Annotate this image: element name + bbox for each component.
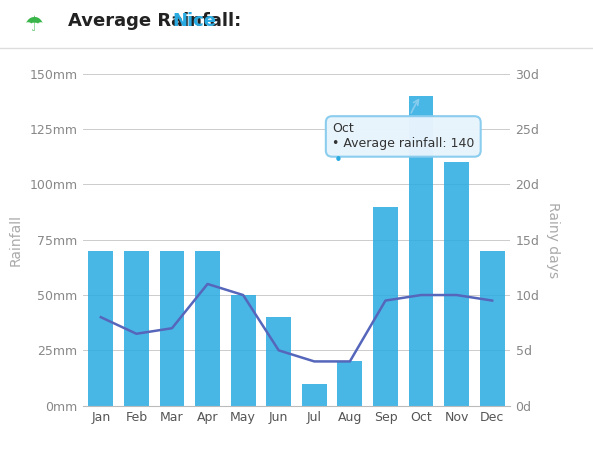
Bar [373, 207, 398, 406]
Bar [160, 251, 184, 406]
Text: ☂: ☂ [25, 15, 43, 35]
Y-axis label: Rainy days: Rainy days [546, 201, 560, 278]
Text: Average Rainfall:: Average Rainfall: [68, 12, 248, 30]
Y-axis label: Rainfall: Rainfall [8, 214, 23, 266]
Bar [302, 384, 327, 406]
Bar [88, 251, 113, 406]
Bar [266, 317, 291, 406]
Bar [124, 251, 149, 406]
Text: Oct
• Average rainfall: 140: Oct • Average rainfall: 140 [332, 100, 474, 150]
Bar [231, 295, 256, 406]
Legend: Average rainfall, Average rain days: Average rainfall, Average rain days [129, 456, 464, 461]
Bar [480, 251, 505, 406]
Bar [337, 361, 362, 406]
Bar [444, 162, 469, 406]
Text: Nice: Nice [172, 12, 216, 30]
Bar [195, 251, 220, 406]
Bar [409, 96, 433, 406]
Text: •: • [334, 154, 343, 168]
